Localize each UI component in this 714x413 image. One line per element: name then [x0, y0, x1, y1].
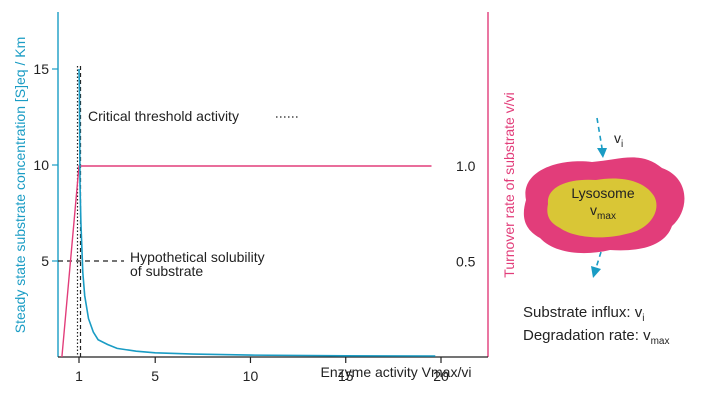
- x-tick-label: 10: [243, 368, 259, 384]
- right-axis-ticks: 0.5 1.0: [456, 158, 476, 270]
- left-tick-label: 10: [33, 157, 49, 173]
- critical-threshold-label: Critical threshold activity: [88, 108, 239, 124]
- lysosome-label: Lysosome: [571, 185, 635, 201]
- lysosome-diagram: Lysosome vmax vi: [523, 117, 685, 278]
- legend-influx: Substrate influx: vi: [523, 304, 644, 324]
- right-tick-label: 0.5: [456, 254, 476, 270]
- x-tick-label: 1: [75, 368, 83, 384]
- lysosome-inner-compartment: [547, 178, 657, 238]
- legend-degradation: Degradation rate: vmax: [523, 327, 669, 347]
- efflux-arrow: [595, 251, 602, 269]
- right-y-axis-label: Turnover rate of substrate v/vi: [501, 92, 517, 277]
- x-tick-label: 20: [433, 368, 449, 384]
- left-tick-label: 5: [41, 253, 49, 269]
- series-turnover-line: [61, 165, 432, 358]
- influx-arrow: [596, 117, 603, 149]
- lysosome-vmax-label: vmax: [590, 202, 616, 222]
- right-tick-label: 1.0: [456, 158, 476, 174]
- solubility-label-line2: of substrate: [130, 263, 203, 279]
- x-axis-label: Enzyme activity Vmax/vi: [321, 364, 472, 380]
- annotation-lines: [58, 66, 124, 357]
- left-tick-label: 15: [33, 61, 49, 77]
- left-y-axis-label: Steady state substrate concentration [S]…: [12, 37, 28, 334]
- series-substrate-line: [78, 68, 436, 357]
- x-axis-ticks: 1 5 10 15 20: [75, 357, 449, 384]
- x-tick-label: 5: [151, 368, 159, 384]
- left-axis-ticks: 5 10 15: [33, 61, 58, 269]
- influx-arrowhead: [597, 148, 607, 158]
- solubility-label-line1: Hypothetical solubility: [130, 249, 265, 265]
- influx-vi-label: vi: [614, 130, 623, 150]
- efflux-arrowhead: [591, 266, 601, 278]
- x-tick-label: 15: [338, 368, 354, 384]
